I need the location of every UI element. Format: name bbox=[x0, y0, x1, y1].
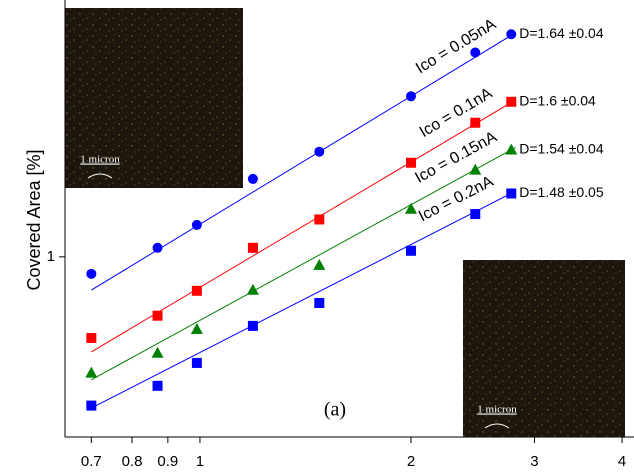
point bbox=[404, 202, 417, 214]
point bbox=[506, 29, 517, 40]
point bbox=[190, 322, 203, 334]
point bbox=[247, 242, 258, 253]
point bbox=[313, 258, 326, 270]
point bbox=[85, 366, 98, 378]
x-tick-label: 3 bbox=[530, 453, 538, 467]
fit-label: D=1.64 ±0.04 bbox=[519, 25, 604, 41]
point bbox=[469, 163, 482, 175]
point bbox=[314, 214, 325, 225]
fit-line bbox=[91, 146, 516, 381]
point bbox=[247, 173, 258, 184]
inset-top: 1 micron bbox=[65, 8, 243, 188]
series-name: Ico = 0.05nA bbox=[413, 16, 499, 78]
fit-label: D=1.48 ±0.05 bbox=[519, 184, 604, 200]
fit-line bbox=[91, 99, 516, 353]
point bbox=[152, 242, 163, 253]
annotation: (a) bbox=[324, 399, 346, 421]
point bbox=[152, 380, 163, 391]
x-tick-label: 4 bbox=[618, 453, 626, 467]
x-tick-label: 0.8 bbox=[122, 453, 143, 467]
point bbox=[506, 188, 517, 199]
point bbox=[191, 357, 202, 368]
y-axis-label: Covered Area [%] bbox=[24, 149, 44, 290]
inset-bottom: 1 micron bbox=[463, 260, 625, 437]
point bbox=[470, 209, 481, 220]
point bbox=[86, 400, 97, 411]
point bbox=[405, 157, 416, 168]
point bbox=[405, 91, 416, 102]
y-tick-label: 1 bbox=[47, 248, 55, 265]
point bbox=[191, 219, 202, 230]
fit-label: D=1.54 ±0.04 bbox=[519, 140, 604, 156]
point bbox=[505, 143, 518, 155]
point bbox=[314, 146, 325, 157]
point bbox=[246, 283, 259, 295]
point bbox=[470, 117, 481, 128]
x-tick-label: 0.7 bbox=[81, 453, 102, 467]
fit-label: D=1.6 ±0.04 bbox=[519, 92, 596, 108]
inset-label: 1 micron bbox=[80, 154, 120, 166]
fit-line bbox=[91, 190, 516, 409]
point bbox=[86, 268, 97, 279]
point bbox=[506, 96, 517, 107]
point bbox=[191, 285, 202, 296]
x-tick-label: 0.9 bbox=[157, 453, 178, 467]
point bbox=[247, 320, 258, 331]
point bbox=[314, 297, 325, 308]
x-tick-label: 1 bbox=[196, 453, 204, 467]
point bbox=[405, 245, 416, 256]
point bbox=[86, 333, 97, 344]
x-tick-label: 2 bbox=[407, 453, 415, 467]
point bbox=[151, 346, 164, 358]
point bbox=[152, 310, 163, 321]
inset-label: 1 micron bbox=[477, 404, 517, 416]
point bbox=[470, 47, 481, 58]
